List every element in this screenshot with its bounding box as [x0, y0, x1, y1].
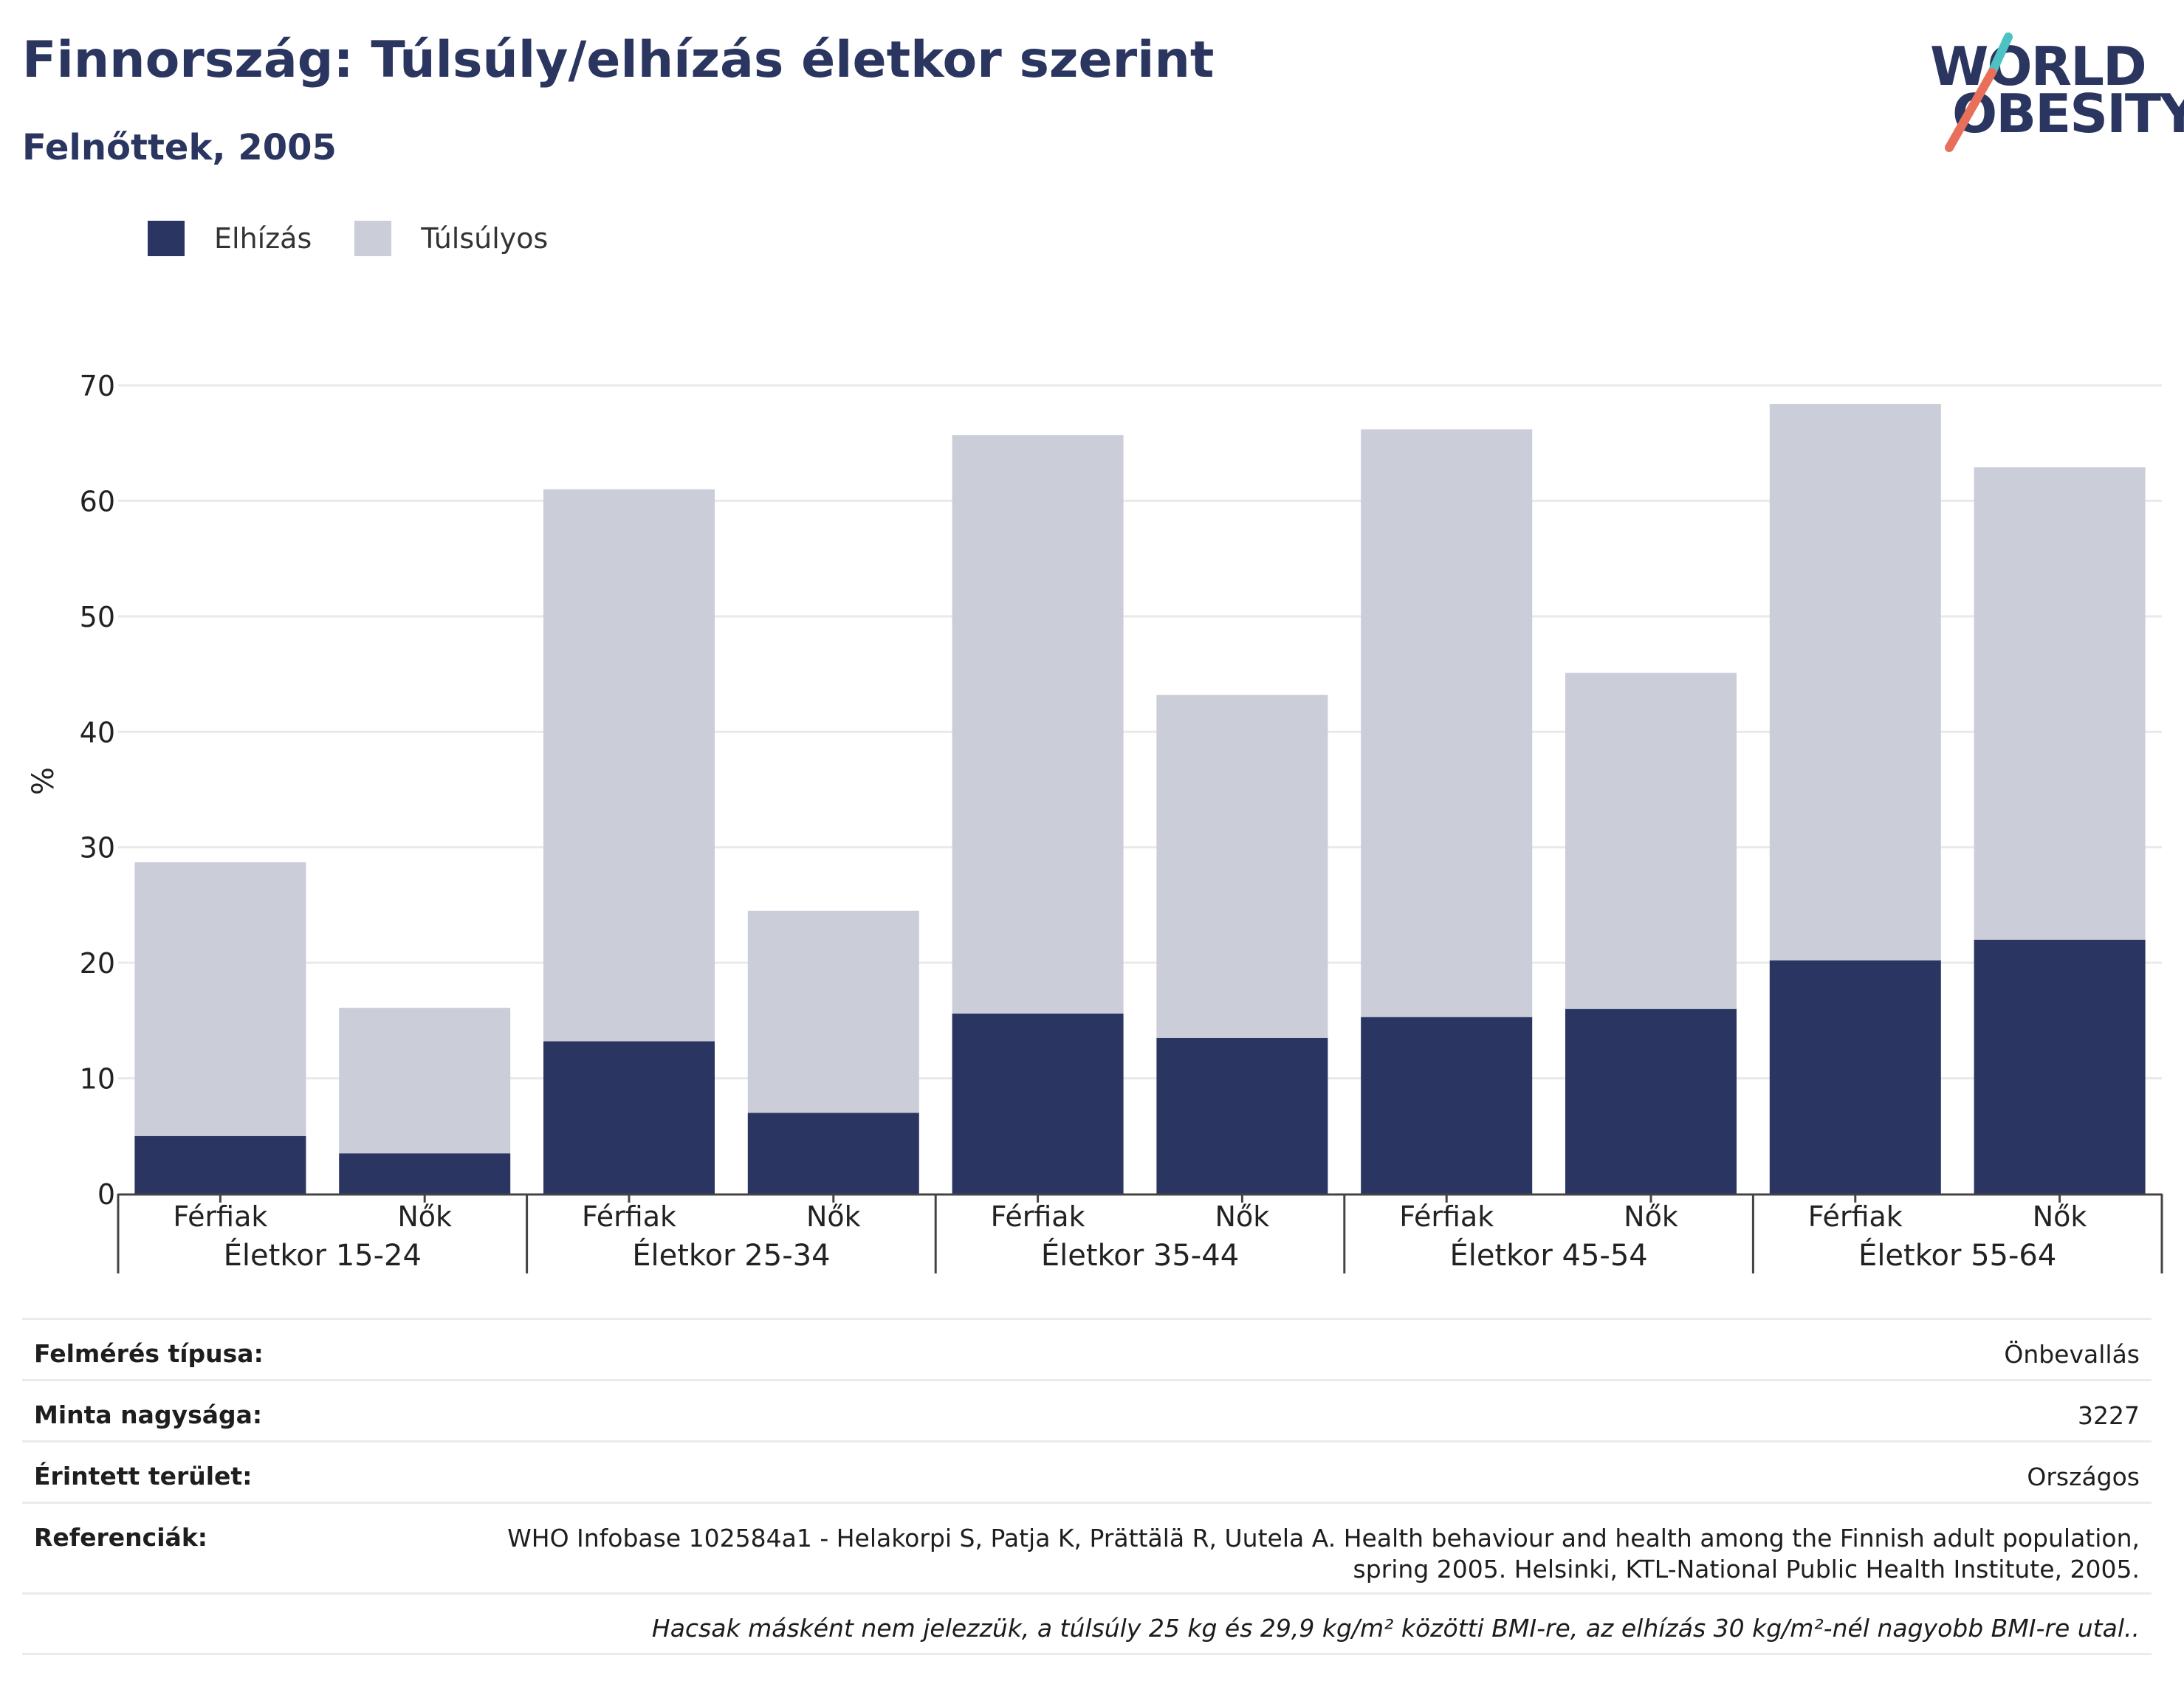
info-value-sample-size: 3227 — [2078, 1401, 2140, 1430]
legend-swatch-obesity — [148, 221, 185, 256]
info-value-survey-type: Önbevallás — [2004, 1340, 2140, 1369]
bar-obesity — [543, 1041, 715, 1194]
bar-overweight — [1769, 404, 1941, 961]
survey-info-table: Felmérés típusa: Önbevallás Minta nagysá… — [22, 1318, 2152, 1655]
x-category-label: Nők — [806, 1200, 861, 1233]
x-category-label: Férfiak — [173, 1200, 267, 1233]
y-tick-label: 50 — [80, 601, 115, 633]
x-category-label: Férfiak — [1808, 1200, 1903, 1233]
x-category-label: Nők — [1624, 1200, 1678, 1233]
definition-note: Hacsak másként nem jelezzük, a túlsúly 2… — [22, 1595, 2152, 1655]
x-group-label: Életkor 45-54 — [1449, 1237, 1647, 1273]
bar-obesity — [1361, 1017, 1533, 1194]
chart-legend: Elhízás Túlsúlyos — [148, 219, 591, 258]
y-tick-label: 10 — [80, 1063, 115, 1096]
legend-item-overweight[interactable]: Túlsúlyos — [354, 221, 548, 256]
x-group-label: Életkor 15-24 — [224, 1237, 422, 1273]
info-value-references: WHO Infobase 102584a1 - Helakorpi S, Pat… — [507, 1504, 2152, 1592]
page-title: Finnország: Túlsúly/elhízás életkor szer… — [22, 31, 1215, 89]
bar-obesity — [1565, 1008, 1737, 1194]
y-tick-label: 30 — [80, 832, 115, 864]
x-category-label: Férfiak — [1399, 1200, 1494, 1233]
info-row-references: Referenciák: WHO Infobase 102584a1 - Hel… — [22, 1504, 2152, 1595]
info-label-area: Érintett terület: — [34, 1462, 253, 1491]
x-category-label: Férfiak — [582, 1200, 676, 1233]
x-category-label: Nők — [2033, 1200, 2087, 1233]
y-tick-label: 20 — [80, 947, 115, 980]
bar-overweight — [1156, 695, 1328, 1038]
y-tick-label: 0 — [97, 1178, 115, 1211]
stacked-bar-chart: 0 10 20 30 40 50 60 70% Férfiak Nők Férfiak Nők Férf… — [27, 370, 2163, 1273]
x-category-label: Férfiak — [991, 1200, 1085, 1233]
legend-item-obesity[interactable]: Elhízás — [148, 221, 312, 256]
bar-obesity — [339, 1153, 511, 1194]
bar-obesity — [952, 1013, 1124, 1194]
bar-obesity — [1156, 1037, 1328, 1194]
logo-slash-icon — [1945, 32, 2013, 152]
x-group-label: Életkor 35-44 — [1041, 1237, 1239, 1273]
y-tick-label: 40 — [80, 716, 115, 749]
info-row-area: Érintett terület: Országos — [22, 1443, 2152, 1504]
bar-overweight — [1974, 467, 2146, 940]
bar-overweight — [1361, 429, 1533, 1017]
bar-overweight — [339, 1008, 511, 1154]
info-label-survey-type: Felmérés típusa: — [34, 1339, 264, 1368]
x-category-label: Nők — [397, 1200, 452, 1233]
info-row-sample-size: Minta nagysága: 3227 — [22, 1381, 2152, 1443]
y-tick-label: 60 — [80, 485, 115, 518]
info-label-references: Referenciák: — [34, 1523, 207, 1552]
bar-overweight — [134, 862, 306, 1136]
bar-obesity — [747, 1113, 919, 1194]
legend-label-obesity: Elhízás — [214, 222, 312, 255]
y-axis-label: % — [27, 767, 61, 795]
bar-overweight — [747, 910, 919, 1113]
bar-overweight — [1565, 673, 1737, 1009]
logo-text-line2: OBESITY — [1952, 83, 2184, 145]
references-line-2: spring 2005. Helsinki, KTL-National Publ… — [1353, 1555, 2140, 1584]
bar-overweight — [543, 489, 715, 1042]
bar-obesity — [1974, 939, 2146, 1194]
bar-obesity — [134, 1135, 306, 1194]
y-tick-label: 70 — [80, 370, 115, 402]
page-subtitle: Felnőttek, 2005 — [22, 127, 337, 168]
info-row-survey-type: Felmérés típusa: Önbevallás — [22, 1320, 2152, 1381]
logo-text-line1: WORLD — [1930, 35, 2147, 97]
x-category-label: Nők — [1215, 1200, 1270, 1233]
x-group-label: Életkor 55-64 — [1858, 1237, 2056, 1273]
bar-obesity — [1769, 960, 1941, 1194]
legend-swatch-overweight — [354, 221, 392, 256]
references-line-1: WHO Infobase 102584a1 - Helakorpi S, Pat… — [507, 1524, 2140, 1553]
info-label-sample-size: Minta nagysága: — [34, 1400, 263, 1429]
info-value-area: Országos — [2027, 1462, 2140, 1491]
x-group-label: Életkor 25-34 — [632, 1237, 830, 1273]
legend-label-overweight: Túlsúlyos — [421, 222, 549, 255]
world-obesity-logo: WORLD OBESITY — [1920, 22, 2184, 155]
bar-overweight — [952, 435, 1124, 1014]
